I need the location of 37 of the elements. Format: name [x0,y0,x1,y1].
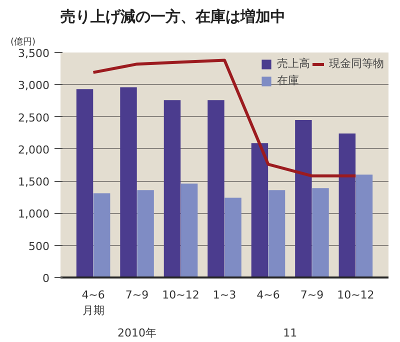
bar [164,100,181,278]
bar [356,174,373,278]
bar [224,198,242,278]
x-tick-label: 7~9 [300,288,324,302]
x-tick-label: 1~3 [212,288,236,302]
y-axis-title: (億円) [10,36,36,48]
legend-label: 売上高 [277,56,310,71]
bar [93,193,110,278]
bar [312,188,329,278]
legend-label: 在庫 [277,73,299,88]
y-tick-label: 2,500 [18,111,50,124]
y-tick-label: 1,500 [18,176,50,189]
chart-title: 売り上げ減の一方、在庫は増加中 [60,8,286,26]
x-tick-label: 10~12 [337,288,374,302]
text: 2010年 [118,326,157,340]
y-tick-label: 500 [28,240,50,253]
y-tick-label: 3,500 [18,47,50,60]
x-tick-label: 4~6 [82,288,105,302]
x-tick-label: 10~12 [162,288,200,302]
y-tick-label: 1,000 [18,208,50,221]
text: 11 [283,326,298,340]
bar [137,190,154,278]
bar [251,143,268,278]
text: 月期 [82,304,104,318]
y-tick-label: 3,000 [18,79,50,92]
bar [208,100,224,278]
x-tick-label: 4~6 [256,288,280,302]
legend-label: 現金同等物 [329,56,384,71]
bar [76,89,94,278]
bar [268,190,286,278]
bar [295,120,312,278]
x-tick-label: 7~9 [125,288,149,302]
y-tick-label: 2,000 [18,143,50,156]
bar [338,134,356,278]
bar [180,184,198,278]
y-tick-label: 0 [42,272,50,285]
bar [120,87,137,278]
